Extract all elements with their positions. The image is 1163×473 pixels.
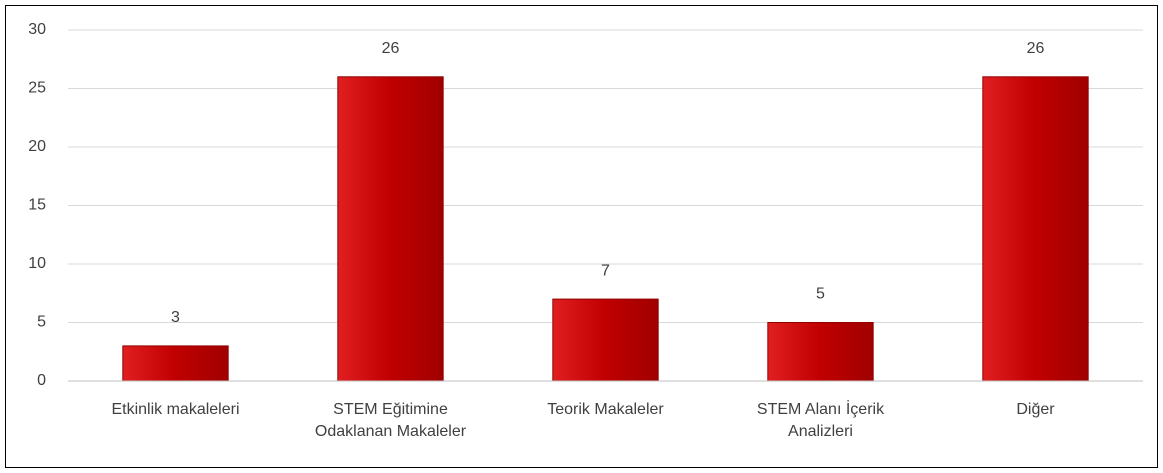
y-tick-label: 20 bbox=[28, 138, 46, 155]
chart-border bbox=[5, 5, 1158, 468]
x-tick-label: STEM Eğitimine Odaklanan Makaleler bbox=[314, 401, 467, 440]
y-tick-label: 30 bbox=[28, 21, 46, 38]
y-tick-label: 25 bbox=[28, 80, 46, 97]
y-tick-label: 5 bbox=[37, 314, 46, 331]
bar bbox=[982, 76, 1089, 382]
data-label: 7 bbox=[601, 262, 610, 279]
data-label: 5 bbox=[816, 286, 825, 303]
bar bbox=[122, 345, 229, 382]
x-tick-label: Etkinlik makaleleri bbox=[111, 401, 240, 418]
bar bbox=[337, 76, 444, 382]
x-tick-label: Teorik Makaleler bbox=[547, 401, 664, 418]
x-tick-label: Diğer bbox=[1016, 401, 1055, 418]
bar bbox=[767, 322, 874, 382]
data-label: 3 bbox=[171, 309, 180, 326]
y-tick-label: 0 bbox=[37, 372, 46, 389]
y-tick-label: 15 bbox=[28, 197, 46, 214]
x-tick-label: STEM Alanı İçerik Analizleri bbox=[756, 401, 885, 440]
y-tick-label: 10 bbox=[28, 255, 46, 272]
data-label: 26 bbox=[1027, 40, 1045, 57]
bar bbox=[552, 298, 659, 382]
data-label: 26 bbox=[382, 40, 400, 57]
